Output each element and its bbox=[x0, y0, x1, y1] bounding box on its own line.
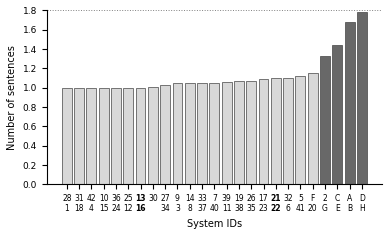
Bar bbox=[246, 81, 256, 184]
Bar bbox=[271, 78, 281, 184]
Bar bbox=[308, 73, 318, 184]
Bar bbox=[111, 88, 121, 184]
Bar bbox=[148, 87, 158, 184]
Bar bbox=[172, 83, 182, 184]
Y-axis label: Number of sentences: Number of sentences bbox=[7, 45, 17, 150]
Bar bbox=[357, 12, 367, 184]
Bar bbox=[345, 22, 354, 184]
Bar bbox=[234, 81, 244, 184]
Bar bbox=[74, 88, 84, 184]
Bar bbox=[136, 88, 145, 184]
Bar bbox=[259, 79, 268, 184]
Bar bbox=[197, 83, 207, 184]
Bar bbox=[86, 88, 96, 184]
Bar bbox=[283, 78, 293, 184]
Bar bbox=[222, 82, 231, 184]
Bar bbox=[320, 56, 330, 184]
Bar bbox=[99, 88, 109, 184]
X-axis label: System IDs: System IDs bbox=[187, 219, 242, 229]
Bar bbox=[332, 45, 342, 184]
Bar bbox=[185, 83, 194, 184]
Bar bbox=[123, 88, 133, 184]
Bar bbox=[209, 83, 219, 184]
Bar bbox=[62, 88, 72, 184]
Bar bbox=[160, 85, 170, 184]
Bar bbox=[296, 76, 305, 184]
